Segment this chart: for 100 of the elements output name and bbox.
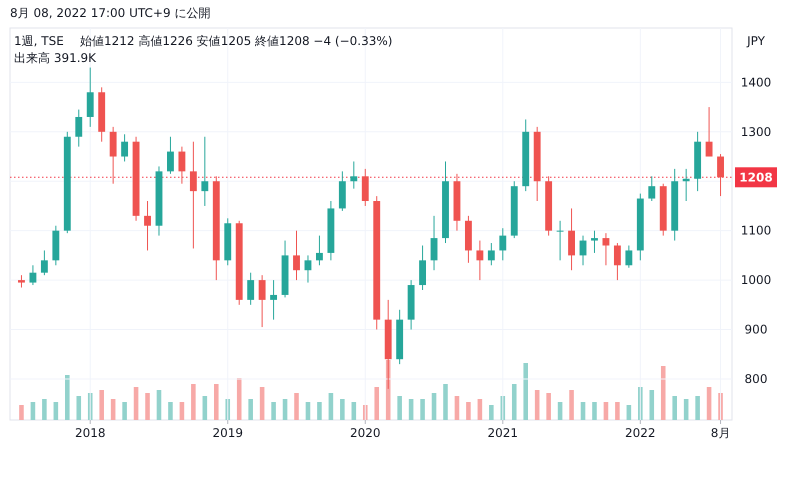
bar (523, 363, 528, 420)
bar (569, 390, 574, 420)
candlestick (304, 254, 312, 284)
y-tick-label: 1100 (740, 224, 772, 238)
y-tick-label: 900 (744, 322, 768, 337)
candlestick (270, 280, 278, 320)
bar (99, 390, 104, 420)
bar (408, 399, 414, 420)
annotation: 始値1212 高値1226 安値1205 終値1208 −4 (−0.33%) (80, 34, 392, 48)
bar (397, 396, 402, 420)
candlestick (18, 274, 25, 288)
bar (122, 402, 127, 420)
candlestick (648, 176, 656, 202)
candlestick (75, 109, 82, 148)
candlestick (258, 274, 266, 328)
bar (317, 402, 322, 420)
x-tick-label: 2022 (625, 426, 656, 440)
candlestick (316, 235, 323, 266)
candlestick (167, 136, 174, 174)
bar (236, 378, 242, 420)
bar (42, 399, 47, 420)
bar (202, 396, 208, 420)
bar (156, 390, 162, 420)
bar (248, 399, 253, 420)
bar (534, 390, 540, 420)
candlestick (476, 240, 484, 281)
y-axis-title: JPY (746, 34, 766, 48)
candlestick (40, 250, 48, 276)
bar (512, 384, 517, 420)
bar (489, 405, 494, 420)
bar (558, 402, 562, 420)
candlestick (499, 228, 506, 261)
bar (454, 396, 460, 420)
text: 8月 08, 2022 17:00 UTC+9 に公開 (10, 6, 210, 20)
x-tick-label: 2019 (212, 426, 244, 440)
x-tick-label: 8月 (710, 426, 730, 440)
x-tick-label: 2021 (488, 426, 518, 440)
y-tick-label: 1000 (740, 273, 772, 288)
bar (604, 402, 608, 420)
candlestick (580, 235, 586, 266)
annotation: 出来高 391.9K (14, 51, 98, 65)
ref-line-label: 1208 (739, 170, 773, 184)
bar (214, 384, 219, 420)
bar (110, 399, 116, 420)
bar (76, 396, 82, 420)
bar (271, 402, 276, 420)
bar (352, 402, 356, 420)
bar (615, 402, 620, 420)
bar (580, 402, 586, 420)
bar (695, 396, 700, 420)
candlestick (717, 154, 724, 197)
candlestick (614, 242, 621, 281)
x-tick-label: 2018 (74, 426, 106, 440)
bar (626, 405, 632, 420)
candlestick (121, 134, 128, 162)
candlestick (144, 200, 151, 251)
bar (546, 393, 551, 420)
bar (282, 399, 288, 420)
bar (684, 399, 688, 420)
candlestick (293, 230, 300, 281)
bar (706, 387, 712, 420)
bar (180, 402, 184, 420)
bar (672, 396, 677, 420)
bar (306, 402, 310, 420)
candlestick (488, 242, 495, 266)
bar (340, 399, 345, 420)
candlestick (556, 220, 564, 261)
bar (443, 384, 448, 420)
bar (374, 387, 380, 420)
bar (260, 387, 264, 420)
bar (649, 390, 654, 420)
candlestick (602, 232, 610, 266)
bar (466, 402, 471, 420)
candlestick (178, 146, 186, 184)
bar (191, 384, 196, 420)
bar (30, 402, 36, 420)
candlestick (247, 272, 254, 306)
candlestick (625, 245, 632, 268)
text: 1週, TSE (14, 34, 64, 48)
candlestick (29, 264, 36, 286)
bar (54, 402, 58, 420)
bar (660, 366, 666, 420)
y-tick-label: 1300 (740, 124, 772, 139)
bar (328, 393, 334, 420)
bar (294, 393, 299, 420)
bar (478, 399, 482, 420)
candlestick (430, 215, 438, 271)
y-tick-label: 800 (744, 372, 768, 386)
bar (168, 402, 173, 420)
bar (65, 375, 70, 420)
x-tick-label: 2020 (350, 426, 381, 440)
bar (134, 387, 138, 420)
candlestick (190, 141, 197, 249)
bar (420, 399, 425, 420)
bar (19, 405, 24, 420)
bar (145, 393, 150, 420)
candlestick (591, 230, 598, 254)
bar (592, 402, 597, 420)
candlestick (201, 136, 208, 206)
candlestick (706, 106, 713, 158)
